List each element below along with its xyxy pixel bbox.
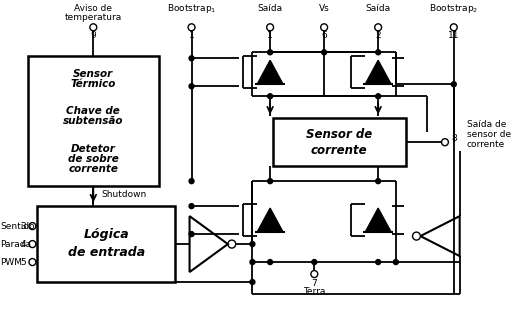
Text: PWM: PWM	[0, 258, 22, 267]
Text: 6: 6	[321, 31, 327, 40]
Text: Saída de: Saída de	[466, 120, 506, 129]
Circle shape	[312, 260, 317, 265]
Text: Terra: Terra	[303, 286, 326, 295]
Text: Bootstrap$_1$: Bootstrap$_1$	[167, 2, 216, 15]
Text: subtensão: subtensão	[63, 116, 124, 126]
Circle shape	[268, 94, 272, 99]
Text: 1: 1	[189, 31, 194, 40]
Text: corrente: corrente	[466, 140, 505, 149]
Circle shape	[189, 203, 194, 209]
Text: Sensor: Sensor	[73, 69, 113, 79]
Circle shape	[375, 260, 381, 265]
Polygon shape	[257, 60, 283, 84]
Text: Detetor: Detetor	[71, 144, 116, 154]
Text: 11: 11	[448, 31, 460, 40]
Text: Sentido: Sentido	[0, 222, 35, 231]
Circle shape	[268, 179, 272, 184]
Text: Saída: Saída	[257, 4, 283, 13]
Polygon shape	[257, 208, 283, 232]
Circle shape	[189, 179, 194, 184]
Text: corrente: corrente	[311, 144, 368, 157]
Circle shape	[250, 260, 255, 265]
Circle shape	[189, 56, 194, 61]
Text: Aviso de: Aviso de	[74, 4, 112, 13]
Text: Lógica: Lógica	[83, 227, 129, 241]
Circle shape	[189, 232, 194, 237]
Circle shape	[250, 280, 255, 284]
Text: Chave de: Chave de	[67, 106, 120, 116]
Circle shape	[322, 50, 327, 55]
Text: 9: 9	[90, 31, 96, 40]
Circle shape	[393, 260, 398, 265]
Text: Shutdown: Shutdown	[101, 190, 147, 199]
Text: Térmico: Térmico	[71, 79, 116, 89]
Text: 4: 4	[21, 239, 27, 249]
Text: Sensor de: Sensor de	[306, 128, 372, 141]
Bar	[37, 206, 175, 282]
Circle shape	[375, 179, 381, 184]
Bar	[273, 118, 406, 166]
Circle shape	[250, 242, 255, 247]
Text: sensor de: sensor de	[466, 130, 511, 139]
Text: de entrada: de entrada	[68, 246, 145, 259]
Circle shape	[189, 84, 194, 89]
Text: de sobre: de sobre	[68, 154, 119, 164]
Text: Bootstrap$_2$: Bootstrap$_2$	[429, 2, 478, 15]
Text: Vs: Vs	[319, 4, 330, 13]
Text: temperatura: temperatura	[64, 13, 122, 22]
Circle shape	[375, 50, 381, 55]
Text: corrente: corrente	[68, 164, 118, 174]
Text: 2: 2	[375, 31, 381, 40]
Circle shape	[451, 82, 456, 87]
Circle shape	[268, 50, 272, 55]
Text: Parada: Parada	[0, 239, 31, 249]
Polygon shape	[365, 208, 391, 232]
Text: Saída: Saída	[366, 4, 391, 13]
Text: 8: 8	[452, 134, 458, 143]
Polygon shape	[365, 60, 391, 84]
Text: 5: 5	[21, 258, 27, 267]
Text: 1: 1	[267, 31, 273, 40]
Circle shape	[375, 94, 381, 99]
Bar	[28, 56, 159, 186]
Circle shape	[268, 260, 272, 265]
Text: 7: 7	[311, 279, 317, 287]
Text: 3: 3	[21, 222, 27, 231]
